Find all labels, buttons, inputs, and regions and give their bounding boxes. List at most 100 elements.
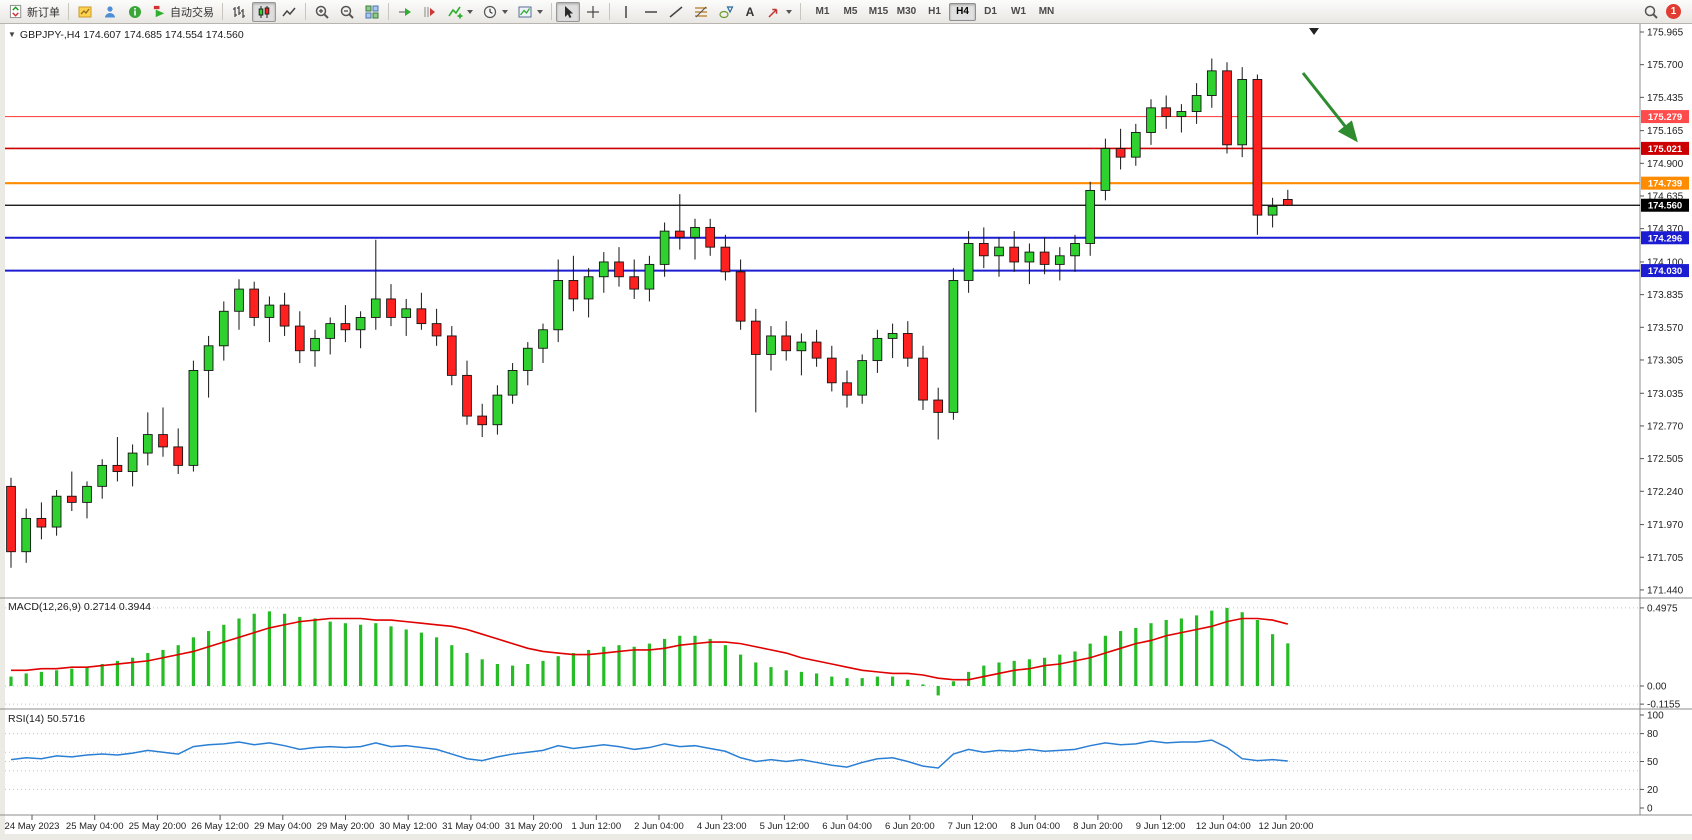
new-chart-button[interactable] (73, 2, 97, 22)
arrows-tool-button[interactable] (762, 2, 796, 22)
candlestick-chart-button[interactable] (252, 1, 276, 22)
candle (902, 321, 913, 367)
auto-scroll-button[interactable] (393, 2, 417, 22)
candle (1085, 181, 1096, 256)
candle (279, 292, 290, 336)
shapes-tool-button[interactable] (714, 2, 738, 22)
timeframe-button-w1[interactable]: W1 (1011, 6, 1026, 17)
fibonacci-tool-button[interactable] (689, 2, 713, 22)
price-axis-label: 175.165 (1647, 126, 1684, 137)
auto-trading-label: 自动交易 (170, 6, 214, 19)
auto-trading-icon (152, 4, 167, 19)
time-axis-label: 29 May 04:00 (254, 821, 312, 832)
candle (249, 281, 260, 327)
candle (538, 323, 548, 364)
crosshair-icon (585, 4, 601, 20)
zoom-in-button[interactable] (310, 2, 334, 22)
rsi-line (10, 739, 1288, 769)
notification-badge[interactable]: 1 (1666, 4, 1681, 19)
time-axis[interactable]: 24 May 2023 25 May 04:00 25 May 20:00 26 Ma… (5, 815, 1314, 832)
trendline-tool-button[interactable] (664, 2, 688, 22)
auto-scroll-icon (397, 4, 413, 20)
chart-canvas[interactable]: 175.965 175.700 175.435 175.165 174.900 174.6… (0, 24, 1692, 840)
chart-shift-marker[interactable] (1309, 28, 1319, 35)
chart-shift-button[interactable] (418, 2, 442, 22)
chart-window[interactable]: 175.965 175.700 175.435 175.165 174.900 174.6… (0, 24, 1692, 840)
new-order-button[interactable]: 新订单 (5, 2, 64, 22)
candle (1282, 189, 1293, 206)
rsi-axis-label: 0 (1647, 804, 1653, 815)
timeframe-button-d1[interactable]: D1 (984, 6, 997, 17)
templates-button[interactable] (513, 2, 547, 22)
price-axis-label: 175.700 (1647, 60, 1684, 71)
timeframe-button-m5[interactable]: M5 (843, 6, 858, 17)
timeframe-button-m1[interactable]: M1 (815, 6, 830, 17)
profiles-icon (102, 4, 118, 20)
zoom-out-icon (339, 4, 355, 20)
template-icon (517, 4, 533, 20)
fibonacci-icon (693, 4, 709, 20)
indicators-button[interactable] (443, 2, 477, 22)
time-axis-label: 26 May 12:00 (191, 821, 249, 832)
crosshair-button[interactable] (581, 2, 605, 22)
candle (522, 342, 533, 386)
price-axis-label: 175.435 (1647, 93, 1684, 104)
candle (857, 354, 868, 404)
price-axis-label: 174.370 (1647, 224, 1684, 235)
one-click-trading-toggle-icon[interactable]: ▼ (8, 30, 16, 39)
timeframe-button-h4[interactable]: H4 (949, 2, 976, 21)
bar-chart-button[interactable] (227, 2, 251, 22)
dropdown-caret-icon (467, 9, 473, 14)
candle (51, 490, 62, 536)
candlestick-chart-icon (256, 4, 272, 20)
candlestick-series[interactable] (6, 58, 1293, 568)
time-axis-label: 12 Jun 20:00 (1259, 821, 1314, 832)
timeframe-button-m15[interactable]: M15 (868, 6, 889, 17)
search-button[interactable] (1639, 2, 1663, 22)
arrow-tool-icon (766, 4, 782, 20)
candle (766, 326, 776, 371)
candle (735, 259, 746, 330)
time-axis-label: 30 May 12:00 (379, 821, 437, 832)
toolbar-separator (222, 3, 223, 20)
candle (36, 502, 47, 540)
periods-button[interactable] (478, 2, 512, 22)
line-chart-button[interactable] (277, 2, 301, 22)
price-axis[interactable]: 175.965 175.700 175.435 175.165 174.900 174.6… (1640, 28, 1684, 597)
cursor-button[interactable] (556, 1, 580, 22)
candle (1024, 243, 1035, 285)
auto-trading-button[interactable]: 自动交易 (148, 2, 218, 22)
svg-text:175.279: 175.279 (1648, 112, 1682, 123)
timeframe-button-mn[interactable]: MN (1038, 6, 1055, 17)
zoom-out-button[interactable] (335, 2, 359, 22)
toolbar-separator (609, 3, 610, 20)
macd-axis-label: 0.00 (1647, 682, 1667, 693)
time-axis-label: 4 Jun 23:00 (697, 821, 747, 832)
timeframe-button-m30[interactable]: M30 (896, 6, 917, 17)
text-tool-button[interactable]: A (739, 2, 761, 22)
profiles-button[interactable] (98, 2, 122, 22)
data-window-button[interactable] (123, 2, 147, 22)
candle (294, 311, 305, 364)
candle (218, 301, 229, 361)
candle (112, 437, 123, 482)
time-axis-label: 25 May 04:00 (66, 821, 124, 832)
symbol-ohlc-text: GBPJPY-,H4 174.607 174.685 174.554 174.5… (19, 29, 244, 41)
timeframe-button-h1[interactable]: H1 (928, 6, 941, 17)
vertical-line-tool-button[interactable] (614, 2, 638, 22)
trendline-icon (668, 4, 684, 20)
window-edge-bottom (0, 834, 1692, 840)
candle (401, 298, 412, 336)
macd-label: MACD(12,26,9) 0.2714 0.3944 (8, 601, 152, 613)
main-toolbar: 新订单 自动交易 (0, 0, 1692, 24)
candle (614, 247, 624, 287)
drawn-arrow-annotation[interactable] (1301, 72, 1358, 143)
horizontal-line-tool-button[interactable] (639, 2, 663, 22)
price-tag: 174.030 (1641, 264, 1689, 278)
time-axis-label: 24 May 2023 (5, 821, 60, 832)
candle (340, 305, 351, 343)
candle (1070, 234, 1080, 272)
candle (1252, 74, 1263, 235)
search-icon (1643, 4, 1659, 20)
tile-windows-button[interactable] (360, 2, 384, 22)
